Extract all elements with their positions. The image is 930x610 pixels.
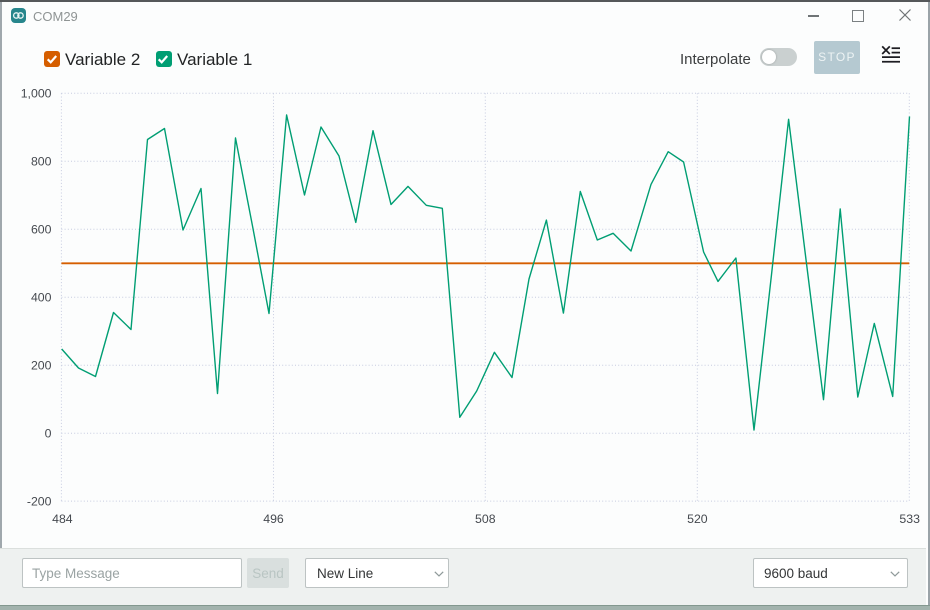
- svg-text:496: 496: [263, 512, 284, 526]
- svg-text:533: 533: [899, 512, 920, 526]
- svg-text:1,000: 1,000: [21, 87, 52, 101]
- svg-text:200: 200: [31, 359, 52, 373]
- svg-text:800: 800: [31, 155, 52, 169]
- svg-text:-200: -200: [27, 494, 52, 508]
- svg-text:508: 508: [475, 512, 496, 526]
- svg-text:400: 400: [31, 291, 52, 305]
- svg-text:0: 0: [45, 427, 52, 441]
- svg-text:520: 520: [687, 512, 708, 526]
- svg-text:600: 600: [31, 223, 52, 237]
- svg-text:484: 484: [52, 512, 73, 526]
